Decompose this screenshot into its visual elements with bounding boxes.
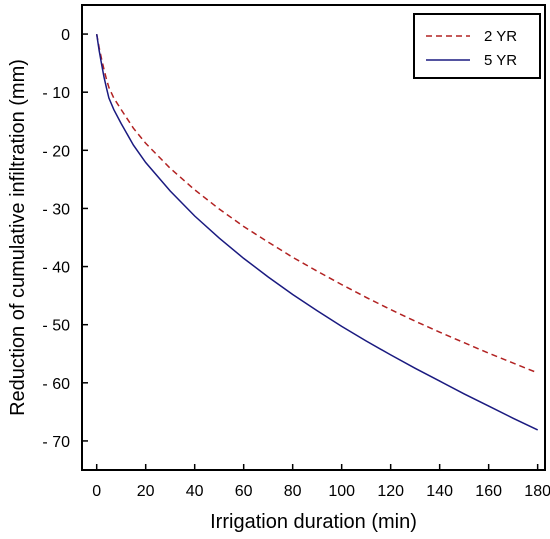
series-line-5yr (95, 33, 539, 431)
x-tick-label: 160 (475, 483, 502, 500)
x-tick-label: 80 (284, 483, 302, 500)
series-line-2yr (95, 33, 538, 374)
x-tick-label: 20 (137, 483, 155, 500)
x-tick-label: 140 (426, 483, 453, 500)
x-tick-label: 40 (186, 483, 204, 500)
x-tick-label: 0 (92, 483, 101, 500)
y-tick-label: - 50 (42, 318, 70, 335)
y-axis-title: Reduction of cumulative infiltration (mm… (7, 59, 29, 416)
x-tick-label: 180 (524, 483, 550, 500)
y-tick-label: 0 (61, 27, 70, 44)
x-axis-ticks: 0 20 40 60 80 100 120 140 160 180 (92, 464, 550, 500)
legend-box (413, 13, 541, 79)
series-layer (95, 33, 539, 431)
legend-label-2yr: 2 YR (484, 28, 517, 45)
y-tick-label: - 70 (42, 434, 70, 451)
x-tick-label: 100 (328, 483, 355, 500)
y-tick-label: - 10 (42, 85, 70, 102)
legend: 2 YR 5 YR (413, 13, 541, 79)
y-tick-label: - 20 (42, 143, 70, 160)
y-tick-label: - 30 (42, 201, 70, 218)
y-axis-ticks: 0 - 10 - 20 - 30 - 40 - 50 - 60 - 70 (42, 27, 88, 451)
plot-frame (81, 4, 546, 471)
y-tick-label: - 60 (42, 376, 70, 393)
y-tick-label: - 40 (42, 260, 70, 277)
x-axis-title: Irrigation duration (min) (210, 511, 417, 533)
x-tick-label: 60 (235, 483, 253, 500)
legend-label-5yr: 5 YR (484, 52, 517, 69)
x-tick-label: 120 (377, 483, 404, 500)
